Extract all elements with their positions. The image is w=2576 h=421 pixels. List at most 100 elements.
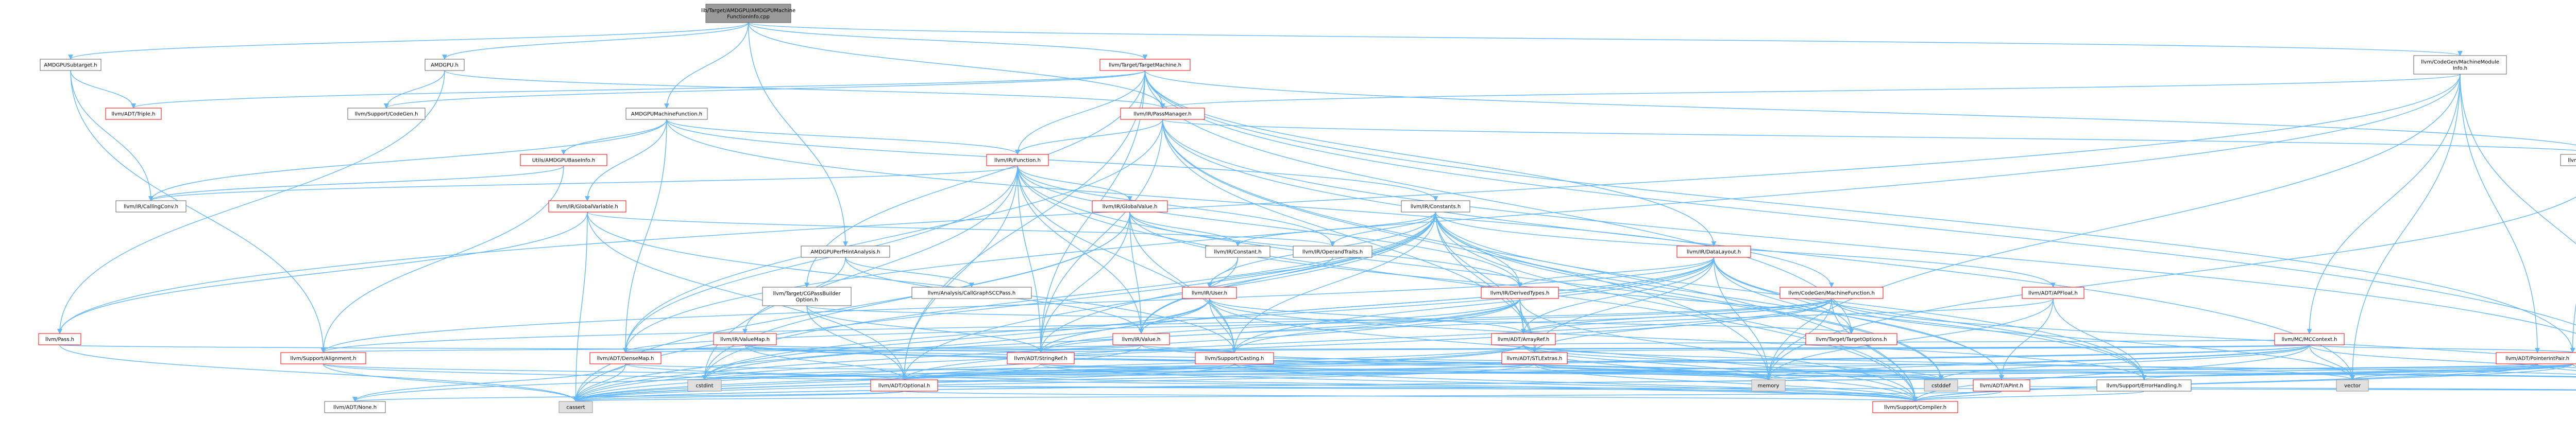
node-triple[interactable]: llvm/ADT/Triple.h: [105, 108, 162, 120]
node-global-variable[interactable]: llvm/IR/GlobalVariable.h: [548, 200, 626, 213]
edge-ir-constants-to-support-casting: [1232, 212, 1436, 353]
node-label-apint: llvm/ADT/APInt.h: [1980, 383, 2023, 389]
node-global-value[interactable]: llvm/IR/GlobalValue.h: [1092, 200, 1168, 213]
node-vector: vector: [2336, 379, 2369, 392]
node-box-codegen-module-info: [2413, 55, 2507, 75]
node-codegen-machine-function[interactable]: llvm/CodeGen/MachineFunction.h: [1780, 287, 1884, 299]
edge-cg-pass-builder-to-string-ref: [806, 305, 1043, 353]
edge-support-casting-to-memory: [1234, 363, 1771, 380]
node-label-memory: memory: [1758, 383, 1780, 389]
node-pgo-options[interactable]: llvm/Support/PGOOptions.h: [2560, 154, 2576, 166]
edge-ir-constants-to-stl-extras: [1435, 212, 1537, 353]
edge-ir-function-to-string-ref: [1017, 165, 1043, 353]
edge-amdgpu-perf-hint-to-callgraph-scc: [845, 257, 974, 288]
node-box-pass: [38, 333, 81, 345]
edge-string-ref-to-cassert: [573, 363, 1041, 402]
node-adt-optional[interactable]: llvm/ADT/Optional.h: [870, 379, 938, 392]
edge-mc-context-to-utility: [2309, 344, 2576, 369]
edge-operand-traits-to-ir-user: [1207, 257, 1333, 288]
edge-target-machine-to-support-codegen: [384, 70, 1146, 109]
edge-mc-context-to-support-error: [2309, 344, 2575, 353]
node-box-string-ref: [1007, 352, 1075, 364]
node-amdgpu[interactable]: AMDGPU.h: [425, 59, 465, 71]
node-label-support-compiler: llvm/Support/Compiler.h: [1884, 405, 1946, 411]
node-callgraph-scc[interactable]: llvm/Analysis/CallGraphSCCPass.h: [911, 287, 1032, 299]
node-value-map[interactable]: llvm/IR/ValueMap.h: [713, 333, 777, 345]
node-support-codegen[interactable]: llvm/Support/CodeGen.h: [347, 108, 426, 120]
node-support-casting[interactable]: llvm/Support/Casting.h: [1195, 352, 1274, 364]
edge-apfloat-to-apint: [1999, 298, 2054, 380]
node-ir-function[interactable]: llvm/IR/Function.h: [986, 154, 1049, 166]
edge-codegen-module-info-to-utility: [2460, 74, 2576, 244]
node-support-compiler[interactable]: llvm/Support/Compiler.h: [1872, 401, 1958, 413]
node-ir-constants[interactable]: llvm/IR/Constants.h: [1401, 200, 1470, 213]
edge-string-ref-to-utility: [1040, 363, 2576, 378]
node-support-alignment[interactable]: llvm/Support/Alignment.h: [280, 352, 366, 364]
node-target-machine[interactable]: llvm/Target/TargetMachine.h: [1099, 59, 1191, 71]
edge-amdgpu-machine-function-to-ir-constants: [666, 119, 1438, 201]
node-pass-manager[interactable]: llvm/IR/PassManager.h: [1120, 108, 1205, 120]
edge-array-ref-to-cassert: [573, 344, 1524, 402]
edge-codegen-machine-function-to-support-alignment: [321, 298, 1832, 353]
node-mc-context[interactable]: llvm/MC/MCContext.h: [2274, 333, 2345, 345]
node-box-cg-pass-builder: [762, 287, 852, 306]
node-apfloat[interactable]: llvm/ADT/APFloat.h: [2022, 287, 2084, 299]
node-data-layout[interactable]: llvm/IR/DataLayout.h: [1676, 245, 1751, 258]
node-amdgpu-base-info[interactable]: Utils/AMDGPUBaseInfo.h: [520, 154, 607, 166]
node-box-callgraph-scc: [911, 287, 1032, 299]
node-string-ref[interactable]: llvm/ADT/StringRef.h: [1007, 352, 1075, 364]
node-amdgpu-machine-function[interactable]: AMDGPUMachineFunction.h: [625, 108, 708, 120]
node-box-adt-optional: [870, 379, 938, 392]
edge-support-error-to-vector: [2350, 363, 2573, 380]
node-error-handling[interactable]: llvm/Support/ErrorHandling.h: [2096, 379, 2192, 392]
node-pointer-int-pair[interactable]: llvm/ADT/PointerIntPair.h: [2496, 352, 2576, 364]
node-array-ref[interactable]: llvm/ADT/ArrayRef.h: [1491, 333, 1556, 345]
edge-ir-user-to-array-ref: [1209, 298, 1526, 334]
edge-ir-value-to-support-casting: [1141, 344, 1237, 353]
node-dense-map[interactable]: llvm/ADT/DenseMap.h: [589, 352, 662, 364]
node-box-support-alignment: [280, 352, 366, 364]
node-ir-constant[interactable]: llvm/IR/Constant.h: [1205, 245, 1270, 258]
edge-derived-types-to-support-casting: [1232, 298, 1520, 353]
node-box-operand-traits: [1293, 245, 1372, 258]
node-label-cg-pass-builder: llvm/Target/CGPassBuilder: [773, 291, 841, 297]
node-apint[interactable]: llvm/ADT/APInt.h: [1973, 379, 2030, 392]
node-adt-none[interactable]: llvm/ADT/None.h: [324, 401, 386, 413]
node-ir-user[interactable]: llvm/IR/User.h: [1182, 287, 1237, 299]
edge-amdgpu-machine-function-to-codegen-machine-function: [666, 119, 1834, 288]
edge-codegen-machine-function-to-utility: [1831, 298, 2576, 361]
node-ir-value[interactable]: llvm/IR/Value.h: [1112, 333, 1170, 345]
node-calling-conv[interactable]: llvm/IR/CallingConv.h: [115, 200, 187, 213]
edge-support-alignment-to-adt-optional: [323, 363, 907, 380]
node-box-value-map: [713, 333, 777, 345]
node-target-options[interactable]: llvm/Target/TargetOptions.h: [1805, 333, 1897, 345]
node-box-ir-function: [986, 154, 1049, 166]
edge-root-to-pass-manager: [748, 22, 1165, 109]
node-amdgpu-subtarget[interactable]: AMDGPUSubtarget.h: [40, 59, 101, 71]
node-label-cg-pass-builder: Option.h: [796, 297, 818, 303]
node-operand-traits[interactable]: llvm/IR/OperandTraits.h: [1293, 245, 1372, 258]
edge-pass-manager-to-dense-map: [623, 119, 1163, 353]
edge-ir-constants-to-ir-constant: [1235, 212, 1436, 247]
edge-amdgpu-machine-function-to-ir-function: [666, 119, 1020, 155]
edge-amdgpu-subtarget-to-triple: [70, 70, 136, 109]
edge-ir-constants-to-array-ref: [1435, 212, 1526, 334]
node-pass[interactable]: llvm/Pass.h: [38, 333, 81, 345]
node-label-array-ref: llvm/ADT/ArrayRef.h: [1498, 337, 1550, 343]
edge-pass-manager-to-string-ref: [1038, 119, 1163, 353]
edge-ir-user-to-ir-value: [1139, 298, 1210, 334]
edge-root-to-target-machine: [748, 22, 1148, 60]
node-box-ir-user: [1182, 287, 1237, 299]
edge-root-to-amdgpu-subtarget: [68, 22, 749, 60]
node-stl-extras[interactable]: llvm/ADT/STLExtras.h: [1501, 352, 1568, 364]
node-derived-types[interactable]: llvm/IR/DerivedTypes.h: [1481, 287, 1559, 299]
node-box-support-compiler: [1872, 401, 1958, 413]
node-amdgpu-perf-hint[interactable]: AMDGPUPerfHintAnalysis.h: [801, 245, 890, 258]
node-label-vector: vector: [2344, 383, 2361, 389]
node-box-calling-conv: [115, 200, 187, 213]
node-root[interactable]: lib/Target/AMDGPU/AMDGPUMachineFunctionI…: [701, 4, 795, 23]
edge-ir-user-to-cstdint: [702, 298, 1210, 380]
